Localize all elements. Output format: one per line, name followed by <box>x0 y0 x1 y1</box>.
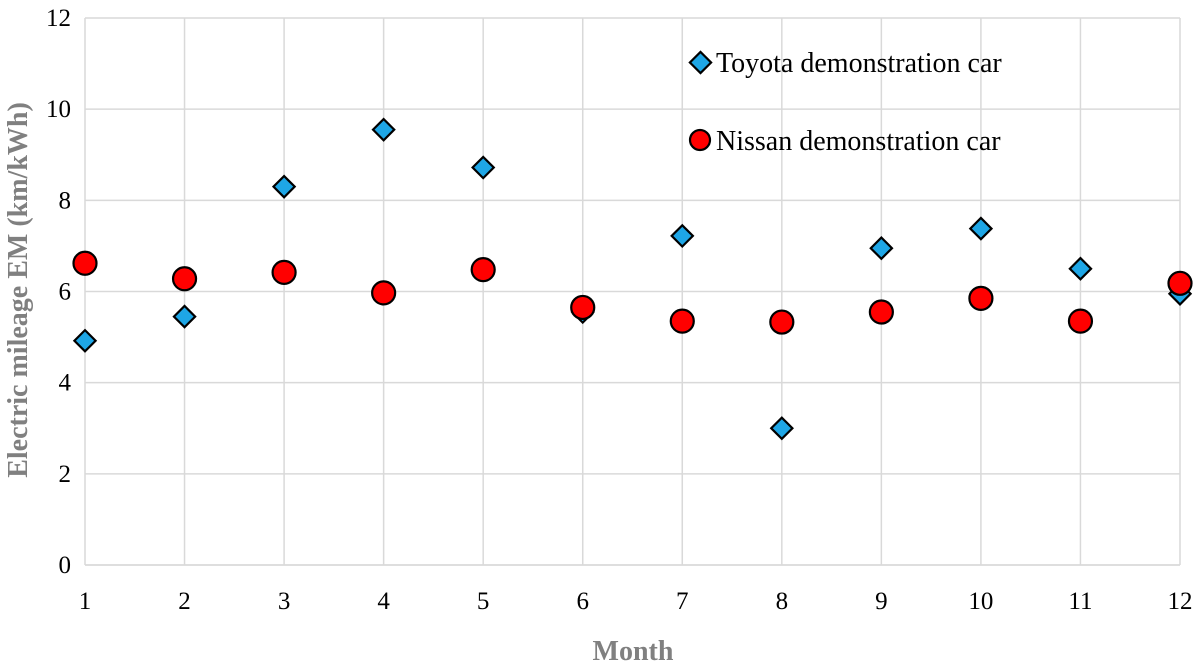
grid <box>84 17 1181 566</box>
nissan-point <box>570 294 596 321</box>
x-tick-label: 9 <box>875 588 888 615</box>
nissan-point <box>1067 308 1094 334</box>
toyota-point <box>869 236 894 261</box>
y-tick-label: 8 <box>59 187 72 214</box>
nissan-point <box>72 250 98 276</box>
toyota-point <box>371 117 396 142</box>
legend-nissan-circle-icon <box>688 128 712 152</box>
x-tick-label: 12 <box>1168 588 1193 615</box>
x-tick-label: 4 <box>377 588 390 615</box>
x-tick-label: 6 <box>576 588 589 615</box>
x-tick-label: 7 <box>676 588 689 615</box>
toyota-point <box>471 155 496 180</box>
nissan-point <box>171 266 198 292</box>
toyota-point <box>1068 256 1093 281</box>
nissan-point <box>769 309 795 335</box>
toyota-point <box>271 174 297 199</box>
toyota-point <box>968 216 994 241</box>
y-axis-title: Electric mileage EM (km/kWh) <box>3 102 34 478</box>
data-points <box>72 117 1193 441</box>
nissan-point <box>868 299 894 325</box>
nissan-point <box>1167 270 1193 296</box>
x-tick-label: 3 <box>278 588 291 615</box>
x-tick-label: 5 <box>477 588 490 615</box>
y-tick-label: 12 <box>46 5 71 32</box>
y-tick-label: 2 <box>59 461 72 488</box>
nissan-point <box>371 280 397 306</box>
nissan-point <box>470 257 496 283</box>
legend-label-toyota: Toyota demonstration car <box>716 48 1002 79</box>
x-tick-label: 1 <box>79 588 92 615</box>
y-tick-label: 10 <box>46 96 71 123</box>
legend-toyota-diamond-icon <box>688 50 713 75</box>
toyota-point <box>72 328 98 353</box>
toyota-point <box>172 304 197 329</box>
legend-item-toyota[interactable]: Toyota demonstration car <box>688 48 1003 79</box>
toyota-point <box>769 416 794 441</box>
x-tick-label: 2 <box>178 588 191 615</box>
legend[interactable]: Toyota demonstration car Nissan demonstr… <box>688 48 1003 157</box>
nissan-point <box>669 308 695 334</box>
x-axis-title: Month <box>593 636 674 666</box>
legend-item-nissan[interactable]: Nissan demonstration car <box>688 126 1001 157</box>
legend-label-nissan: Nissan demonstration car <box>716 126 1001 157</box>
nissan-point <box>271 259 297 285</box>
toyota-point <box>670 223 695 249</box>
x-tick-label: 8 <box>776 588 789 615</box>
x-tick-label: 10 <box>968 588 993 615</box>
y-tick-label: 4 <box>59 370 72 397</box>
nissan-point <box>968 285 994 311</box>
y-tick-label: 0 <box>59 552 72 579</box>
x-tick-label: 11 <box>1068 588 1092 615</box>
y-tick-label: 6 <box>59 279 72 306</box>
